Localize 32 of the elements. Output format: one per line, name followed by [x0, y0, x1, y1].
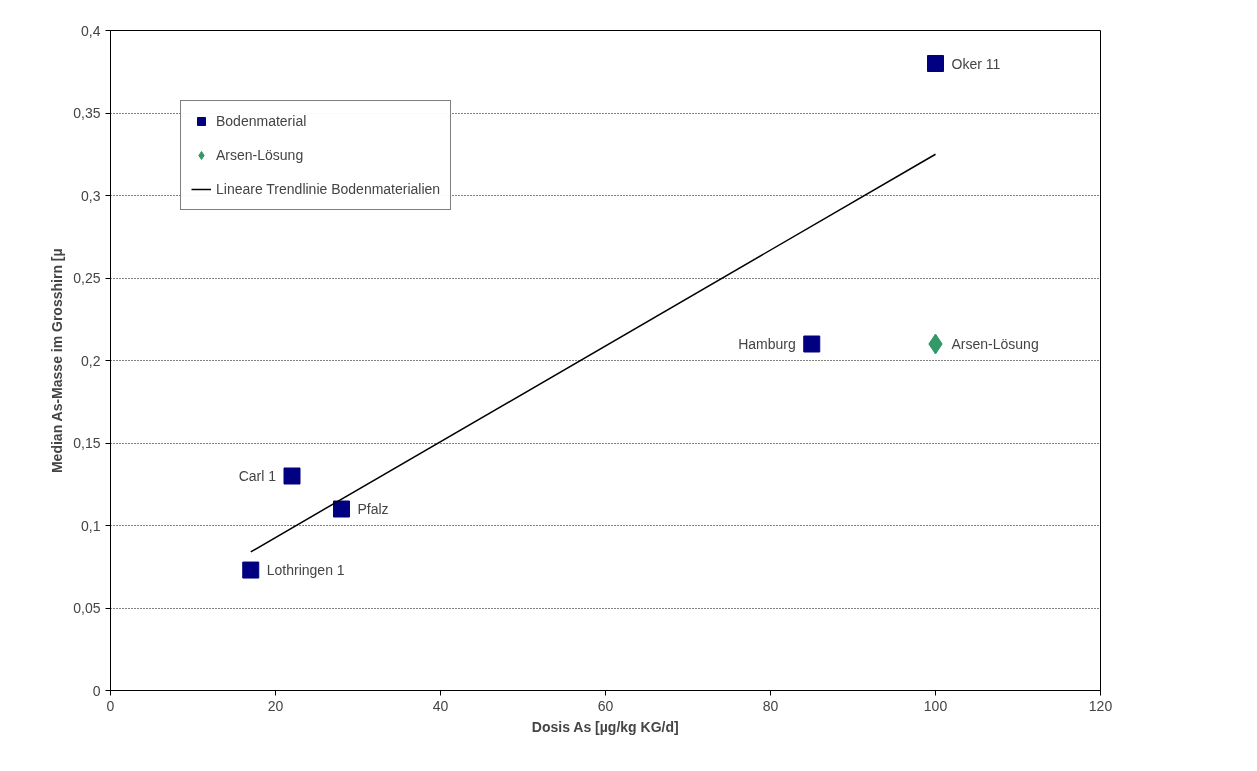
point — [333, 500, 350, 518]
x-axis-title: Dosis As [µg/kg KG/d] — [531, 718, 679, 735]
annotation: Pfalz — [357, 501, 389, 517]
y-tick-label: 0,25 — [73, 270, 101, 286]
y-tick-label: 0 — [92, 682, 101, 699]
y-tick-label: 0,4 — [81, 22, 101, 39]
y-tick-label: 0,2 — [81, 352, 101, 369]
x-tick-label: 100 — [923, 697, 948, 714]
x-tick-label: 120 — [1088, 697, 1113, 714]
x-tick-label: 60 — [597, 697, 614, 714]
x-tick-label: 80 — [762, 697, 779, 714]
point — [803, 335, 821, 353]
x-tick-label: 0 — [106, 697, 115, 714]
x-tick-label: 40 — [432, 697, 449, 714]
y-tick-label: 0,1 — [81, 517, 101, 534]
point — [242, 561, 260, 579]
y-tick-label: 0,35 — [73, 105, 101, 121]
point — [283, 467, 301, 485]
annotation: Arsen-Lösung — [951, 336, 1039, 352]
annotation: Carl 1 — [238, 468, 277, 484]
annotation: Hamburg — [738, 336, 796, 352]
annotation: Oker 11 — [951, 55, 1001, 72]
point — [927, 55, 944, 72]
y-tick-label: 0,15 — [73, 435, 101, 451]
y-tick-label: 0,3 — [81, 187, 101, 204]
legend-label: Arsen-Lösung — [216, 147, 305, 163]
annotation: Lothringen 1 — [266, 562, 345, 579]
y-tick-label: 0,05 — [73, 600, 101, 616]
y-axis-title: Median As-Masse im Grosshirn [µ — [49, 248, 66, 474]
legend-label: Lineare Trendlinie Bodenmaterialien — [216, 181, 441, 197]
legend-label: Bodenmaterial — [216, 113, 308, 129]
x-tick-label: 20 — [267, 697, 284, 714]
